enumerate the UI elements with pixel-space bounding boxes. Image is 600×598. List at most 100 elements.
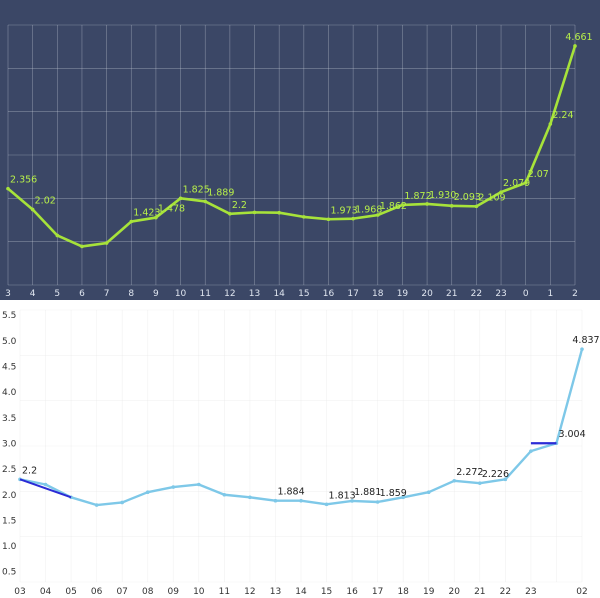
x-tick-label: 08 [142, 587, 154, 597]
data-point [178, 196, 183, 201]
data-point [452, 478, 457, 483]
data-point [222, 492, 227, 497]
top-line-chart: 3 4 5 6 7 8 9 10 11 12 13 14 15 16 17 18 19 20 21 22 23 0 1 22.… [0, 0, 600, 300]
x-tick-label: 10 [175, 289, 187, 299]
data-point [171, 485, 176, 489]
x-tick-label: 15 [321, 587, 332, 597]
data-point [94, 503, 99, 507]
data-label: 4.837 [572, 335, 599, 346]
data-point [523, 181, 528, 185]
x-tick-label: 0 [523, 289, 529, 299]
series-line [7, 45, 577, 248]
data-label: 1.423 [133, 208, 160, 219]
x-tick-label: 9 [153, 289, 159, 299]
bottom-line-chart: 0.5 1.0 1.5 2.0 2.5 3.0 3.5 4.0 4.5 5.0 5.5 03 04 05 0… [0, 300, 600, 598]
data-label: 1.478 [158, 204, 185, 215]
data-point [104, 241, 109, 245]
y-tick-label: 4.5 [2, 362, 16, 372]
x-tick-label: 16 [346, 587, 358, 597]
x-tick-label: 03 [14, 587, 25, 597]
y-tick-label: 3.5 [2, 414, 16, 424]
data-point [324, 502, 329, 507]
data-label: 1.881 [354, 487, 381, 498]
data-label: 4.661 [565, 32, 592, 43]
highlight-segment [19, 478, 72, 499]
x-tick-label: 6 [79, 289, 85, 299]
data-point [248, 495, 252, 500]
x-tick-label: 23 [525, 587, 536, 597]
data-point [302, 215, 306, 219]
data-point [6, 186, 10, 191]
y-tick-label: 2.5 [2, 465, 16, 475]
x-tick-label: 18 [372, 289, 384, 299]
data-point [43, 482, 48, 487]
x-tick-label: 06 [91, 587, 103, 597]
y-tick-label: 5.0 [2, 337, 17, 347]
data-point [449, 204, 454, 208]
data-label: 2.093 [454, 192, 481, 203]
data-point [154, 215, 158, 220]
data-point [580, 347, 584, 351]
data-point [474, 204, 479, 209]
grid [7, 24, 576, 286]
data-label: 2.02 [35, 195, 56, 206]
x-tick-label: 05 [65, 587, 76, 597]
x-tick-label: 4 [30, 289, 36, 299]
x-tick-label: 07 [116, 587, 127, 597]
x-tick-label: 13 [270, 587, 281, 597]
data-point [425, 202, 429, 206]
data-point [375, 500, 380, 504]
data-point [145, 490, 150, 494]
plot-background [0, 300, 600, 598]
data-label: 1.973 [330, 205, 357, 216]
x-tick-label: 18 [397, 587, 409, 597]
data-point [55, 233, 60, 238]
data-label: 1.825 [183, 184, 210, 195]
data-point [30, 207, 35, 212]
data-label: 2.272 [456, 467, 483, 478]
x-tick-label: 7 [104, 289, 110, 299]
data-point [120, 500, 124, 505]
x-tick-label: 20 [421, 289, 433, 299]
x-tick-label: 22 [471, 289, 482, 299]
data-label: 1.889 [207, 187, 234, 198]
data-label: 2.2 [232, 200, 247, 211]
data-label: 2.24 [552, 110, 573, 121]
x-tick-label: 11 [219, 587, 230, 597]
data-label: 2.079 [503, 178, 530, 189]
x-tick-label: 23 [495, 289, 506, 299]
data-label: 2.109 [478, 192, 505, 203]
data-label: 1.930 [429, 190, 456, 201]
x-tick-label: 5 [54, 289, 60, 299]
x-tick-label: 12 [224, 289, 235, 299]
x-tick-label: 11 [199, 289, 210, 299]
x-tick-label: 02 [576, 587, 587, 597]
data-label: 1.884 [277, 487, 304, 498]
data-point [478, 481, 482, 485]
data-label: 3.004 [558, 429, 585, 440]
y-tick-label: 3.0 [2, 439, 17, 449]
y-tick-label: 1.0 [2, 542, 17, 552]
data-point [573, 44, 577, 48]
x-tick-label: 1 [547, 289, 553, 299]
data-point [401, 495, 405, 500]
x-tick-label: 21 [474, 587, 485, 597]
x-tick-label: 10 [193, 587, 205, 597]
data-point [80, 244, 84, 249]
x-tick-label: 19 [423, 587, 435, 597]
data-point [273, 498, 278, 503]
y-tick-label: 1.5 [2, 516, 16, 526]
x-tick-label: 16 [323, 289, 335, 299]
x-tick-label: 22 [500, 587, 511, 597]
x-tick-label: 17 [372, 587, 383, 597]
data-label: 1.813 [329, 490, 356, 501]
y-tick-label: 0.5 [2, 568, 16, 578]
x-tick-label: 14 [295, 587, 307, 597]
x-tick-label: 13 [249, 289, 260, 299]
data-point [350, 499, 354, 503]
x-tick-label: 17 [347, 289, 358, 299]
data-label: 2.07 [528, 169, 549, 180]
x-tick-label: 21 [446, 289, 457, 299]
data-label: 1.872 [404, 191, 431, 202]
